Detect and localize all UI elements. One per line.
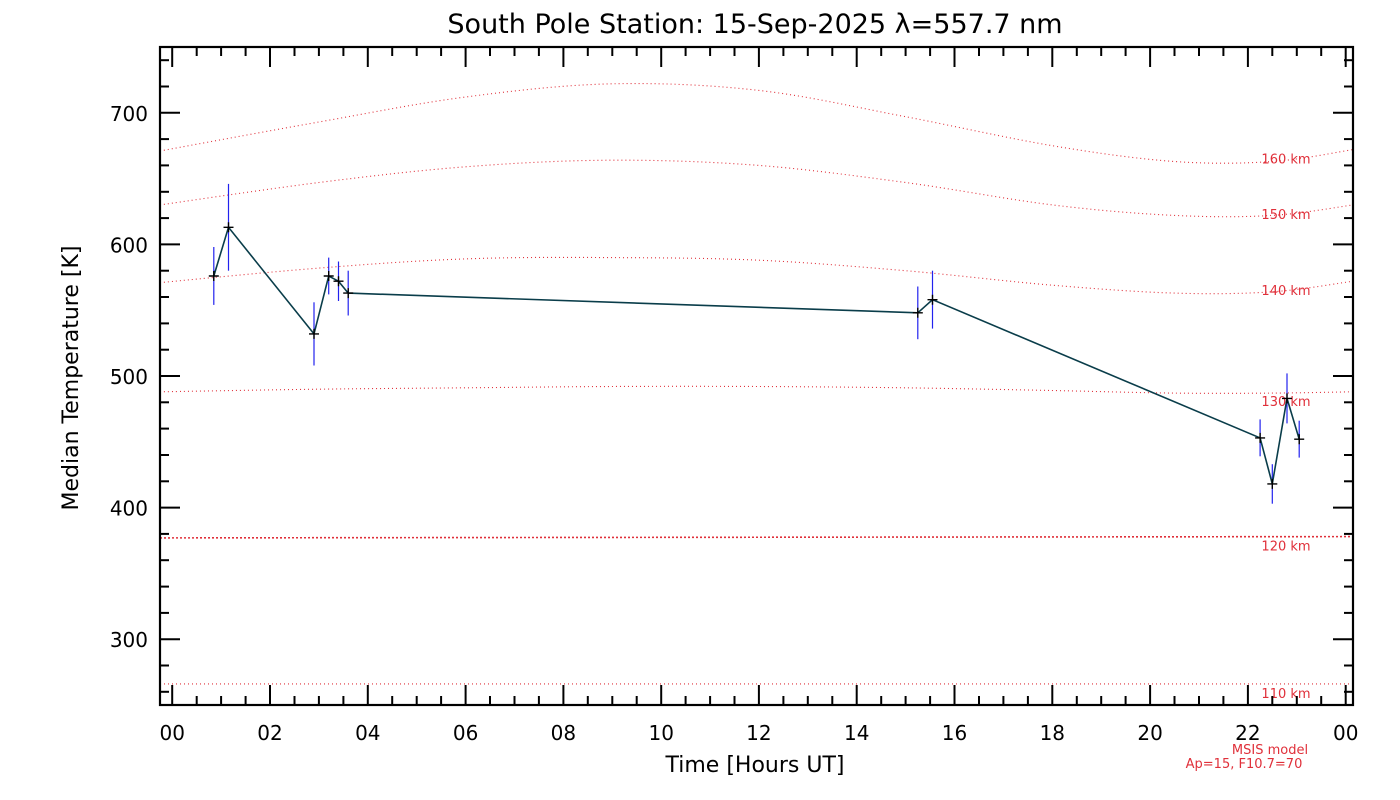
x-tick-label: 02 [257, 721, 282, 745]
plot-axes: 00 02 04 06 08 10 12 14 16 18 20 22 00 300 400 500 600 70… [110, 45, 1358, 745]
data-point [223, 222, 234, 233]
y-tick-label: 400 [110, 497, 148, 521]
altitude-label: 160 km [1261, 153, 1310, 168]
x-tick-label: 00 [159, 721, 184, 745]
y-tick-label: 500 [110, 365, 148, 389]
data-point [927, 294, 938, 305]
altitude-label: 120 km [1261, 540, 1310, 555]
y-tick-label: 600 [110, 233, 148, 257]
data-point [208, 271, 219, 281]
altitude-label: 140 km [1261, 284, 1310, 299]
x-tick-label: 20 [1137, 721, 1162, 745]
y-tick-label: 300 [110, 628, 148, 652]
x-tick-label: 00 [1333, 721, 1358, 745]
x-tick-label: 06 [453, 721, 478, 745]
data-point [1282, 393, 1292, 404]
y-axis-label: Median Temperature [K] [59, 246, 84, 511]
chart-title: South Pole Station: 15-Sep-2025 λ=557.7 … [447, 9, 1062, 40]
x-tick-label: 14 [844, 721, 869, 745]
model-curve-160km [159, 83, 1354, 164]
model-curve-120km [159, 535, 1354, 539]
model-curve-140km [159, 256, 1354, 295]
x-tick-label: 22 [1235, 721, 1260, 745]
x-tick-label: 08 [551, 721, 576, 745]
model-note-line-1: MSIS model [1232, 743, 1308, 758]
altitude-label: 110 km [1261, 687, 1310, 702]
data-point [1267, 478, 1278, 489]
data-point [1294, 434, 1305, 445]
data-point [343, 288, 354, 299]
x-tick-label: 16 [942, 721, 967, 745]
data-point [912, 307, 923, 318]
data-series [208, 183, 1305, 504]
data-point [1255, 432, 1266, 443]
data-point [333, 276, 344, 287]
x-tick-label: 10 [648, 721, 673, 745]
model-note-line-2: Ap=15, F10.7=70 [1186, 757, 1303, 772]
model-curve-150km [159, 159, 1354, 218]
model-curve-130km [159, 385, 1354, 394]
x-axis-label: Time [Hours UT] [665, 753, 845, 778]
x-tick-label: 04 [355, 721, 380, 745]
plot-frame [158, 45, 1355, 707]
y-tick-label: 700 [110, 102, 148, 126]
x-tick-label: 12 [746, 721, 771, 745]
altitude-label: 150 km [1261, 208, 1310, 223]
series-line [213, 225, 1300, 485]
x-tick-label: 18 [1040, 721, 1065, 745]
data-point [323, 271, 334, 281]
data-point [309, 328, 319, 339]
